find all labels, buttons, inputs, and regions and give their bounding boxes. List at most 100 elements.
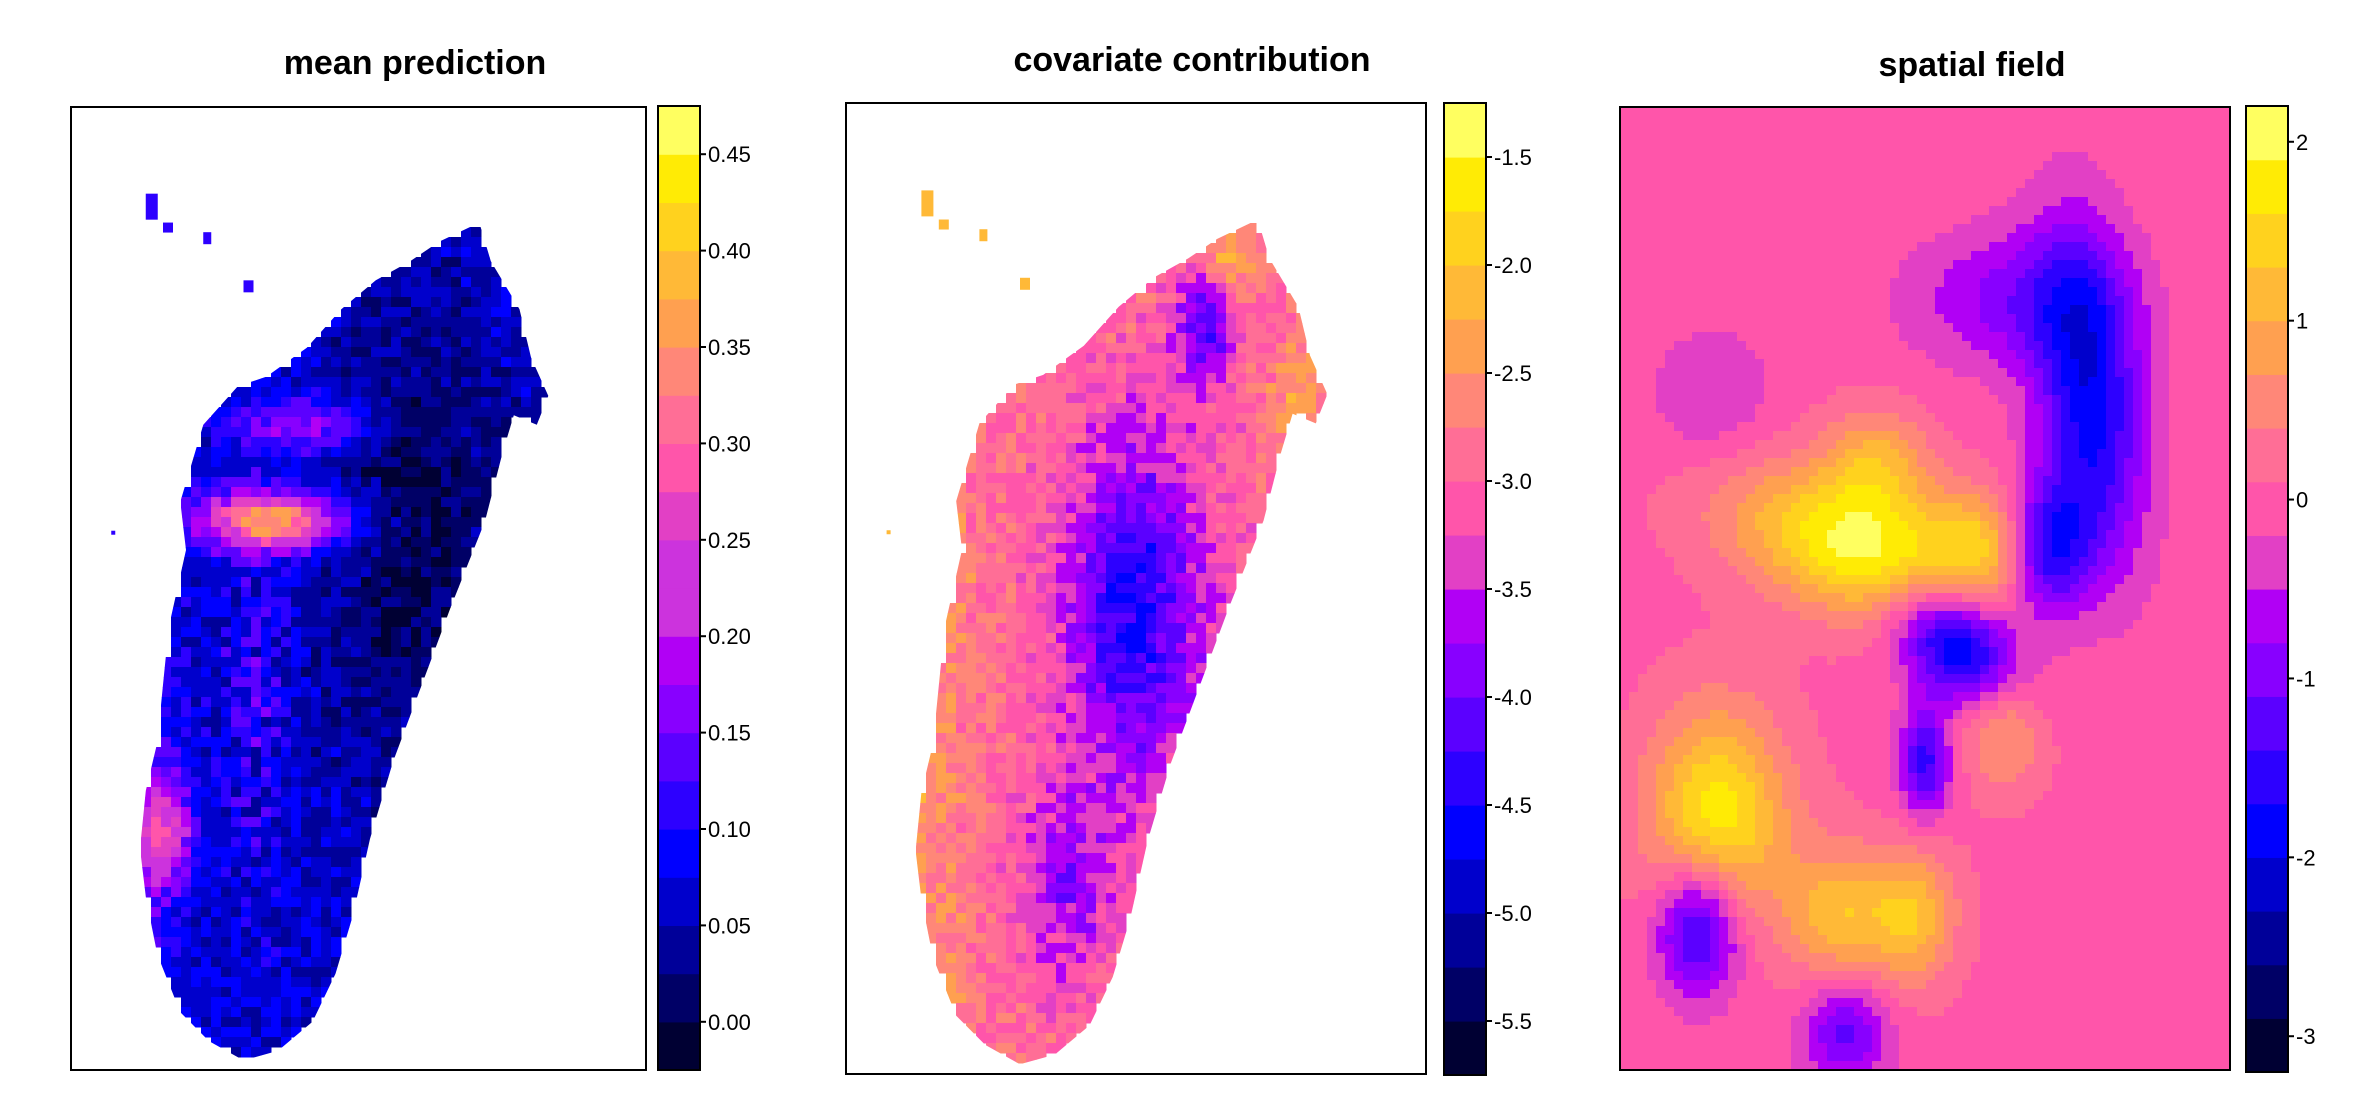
raster-cell bbox=[1096, 683, 1107, 694]
raster-cell bbox=[431, 337, 442, 348]
field-cell bbox=[1692, 152, 1702, 162]
raster-cell bbox=[1016, 803, 1027, 814]
raster-cell bbox=[401, 657, 412, 668]
raster-cell bbox=[381, 497, 392, 508]
raster-cell bbox=[261, 677, 272, 688]
field-cell bbox=[2196, 179, 2206, 189]
raster-cell bbox=[341, 457, 352, 468]
raster-cell bbox=[1106, 383, 1117, 394]
raster-cell bbox=[1106, 953, 1117, 964]
raster-cell bbox=[271, 997, 282, 1008]
raster-cell bbox=[431, 407, 442, 418]
raster-cell bbox=[1076, 793, 1087, 804]
field-cell bbox=[1872, 134, 1882, 144]
raster-cell bbox=[381, 407, 392, 418]
raster-cell bbox=[371, 647, 382, 658]
raster-cell bbox=[291, 667, 302, 678]
raster-cell bbox=[1046, 983, 1057, 994]
raster-cell bbox=[221, 737, 232, 748]
raster-cell bbox=[1106, 363, 1117, 374]
field-cell bbox=[2025, 170, 2035, 180]
raster-cell bbox=[1236, 423, 1247, 434]
field-cell bbox=[1917, 215, 1927, 225]
raster-cell bbox=[1036, 753, 1047, 764]
raster-cell bbox=[431, 437, 442, 448]
raster-cell bbox=[221, 897, 232, 908]
raster-cell bbox=[191, 637, 202, 648]
raster-cell bbox=[291, 1017, 302, 1028]
raster-cell bbox=[321, 497, 332, 508]
field-cell bbox=[1899, 179, 1909, 189]
raster-cell bbox=[231, 887, 242, 898]
raster-cell bbox=[371, 317, 382, 328]
raster-cell bbox=[441, 297, 452, 308]
raster-cell bbox=[501, 297, 512, 308]
raster-cell bbox=[211, 737, 222, 748]
raster-cell bbox=[1146, 343, 1157, 354]
raster-cell bbox=[381, 617, 392, 628]
raster-cell bbox=[1156, 493, 1167, 504]
raster-cell bbox=[1006, 853, 1017, 864]
field-cell bbox=[2016, 179, 2026, 189]
raster-cell bbox=[1086, 543, 1097, 554]
raster-cell bbox=[271, 437, 282, 448]
raster-cell bbox=[1116, 303, 1127, 314]
colorbar-swatch bbox=[658, 877, 700, 926]
raster-cell bbox=[1036, 533, 1047, 544]
raster-cell bbox=[1046, 673, 1057, 684]
field-cell bbox=[1827, 233, 1837, 243]
raster-cell bbox=[1016, 873, 1027, 884]
raster-cell bbox=[1066, 693, 1077, 704]
raster-cell bbox=[936, 673, 947, 684]
raster-cell bbox=[351, 527, 362, 538]
raster-cell bbox=[261, 527, 272, 538]
raster-cell bbox=[381, 557, 392, 568]
raster-cell bbox=[371, 597, 382, 608]
raster-cell bbox=[251, 937, 262, 948]
raster-cell bbox=[1126, 493, 1137, 504]
raster-cell bbox=[1266, 483, 1277, 494]
raster-cell bbox=[531, 417, 542, 428]
colorbar-tick-label: -1.5 bbox=[1494, 145, 1532, 170]
raster-cell bbox=[1066, 583, 1077, 594]
raster-cell bbox=[1006, 1043, 1017, 1054]
raster-cell bbox=[291, 387, 302, 398]
raster-cell bbox=[1206, 283, 1217, 294]
raster-cell bbox=[1066, 703, 1077, 714]
raster-cell bbox=[431, 297, 442, 308]
raster-cell bbox=[221, 767, 232, 778]
raster-cell bbox=[271, 487, 282, 498]
raster-cell bbox=[241, 777, 252, 788]
raster-cell bbox=[1046, 1033, 1057, 1044]
raster-cell bbox=[1146, 583, 1157, 594]
raster-cell bbox=[1096, 703, 1107, 714]
raster-cell bbox=[211, 927, 222, 938]
field-cell bbox=[1647, 242, 1657, 252]
field-cell bbox=[1809, 125, 1819, 135]
raster-cell bbox=[1146, 303, 1157, 314]
raster-cell bbox=[241, 527, 252, 538]
raster-cell bbox=[966, 733, 977, 744]
raster-cell bbox=[1136, 543, 1147, 554]
raster-cell bbox=[1206, 623, 1217, 634]
raster-cell bbox=[361, 617, 372, 628]
raster-cell bbox=[351, 397, 362, 408]
raster-cell bbox=[1066, 433, 1077, 444]
raster-cell bbox=[231, 857, 242, 868]
field-cell bbox=[2106, 242, 2116, 252]
field-cell bbox=[2169, 224, 2179, 234]
raster-cell bbox=[291, 677, 302, 688]
raster-cell bbox=[1186, 653, 1197, 664]
raster-cell bbox=[391, 657, 402, 668]
raster-cell bbox=[191, 447, 202, 458]
raster-cell bbox=[321, 607, 332, 618]
raster-cell bbox=[371, 687, 382, 698]
raster-cell bbox=[1116, 563, 1127, 574]
field-cell bbox=[1674, 161, 1684, 171]
raster-cell bbox=[1086, 613, 1097, 624]
raster-cell bbox=[321, 807, 332, 818]
raster-cell bbox=[381, 777, 392, 788]
raster-cell bbox=[281, 557, 292, 568]
field-cell bbox=[1980, 143, 1990, 153]
raster-cell bbox=[1096, 483, 1107, 494]
